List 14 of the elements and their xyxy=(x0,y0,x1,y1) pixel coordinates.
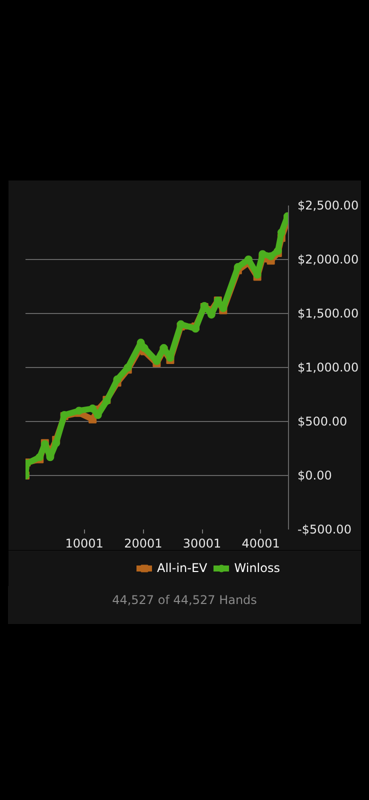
y-tick-label: $1,500.00 xyxy=(298,306,359,320)
y-tick-label: $2,000.00 xyxy=(298,252,359,266)
x-tick-label: 30001 xyxy=(182,536,222,550)
y-tick-label: $2,500.00 xyxy=(298,198,359,212)
x-tick-label: 20001 xyxy=(124,536,162,550)
legend-label: All-in-EV xyxy=(156,561,208,575)
y-tick-label: $1,000.00 xyxy=(298,360,359,374)
legend-label: Winloss xyxy=(234,561,280,575)
y-tick-label: $0.00 xyxy=(298,468,332,482)
y-tick-label: $500.00 xyxy=(298,414,348,428)
x-tick-label: 40001 xyxy=(242,536,280,550)
text: 44,527 of 44,527 Hands xyxy=(112,592,257,609)
x-tick-label: 10001 xyxy=(65,536,104,550)
y-tick-label: -$500.00 xyxy=(298,522,352,536)
